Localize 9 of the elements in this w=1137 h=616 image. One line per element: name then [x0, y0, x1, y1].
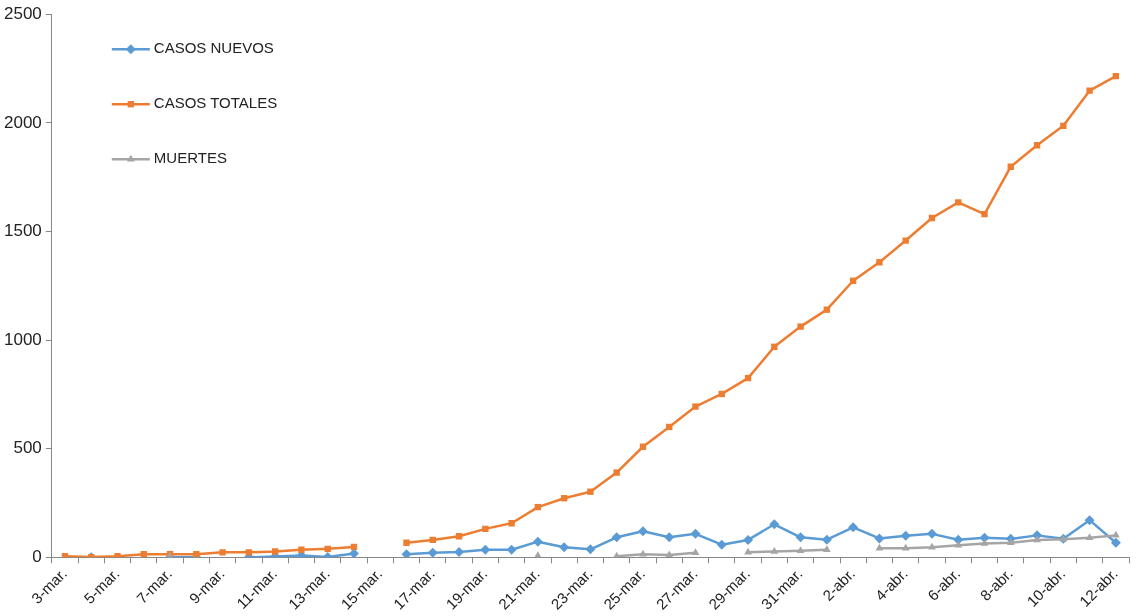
- y-tick-label: 2500: [3, 3, 42, 23]
- legend-label: CASOS NUEVOS: [153, 39, 274, 57]
- y-tick-label: 2000: [3, 112, 42, 132]
- y-tick-label: 0: [32, 547, 42, 566]
- y-tick-label: 1000: [3, 329, 42, 349]
- legend-label: CASOS TOTALES: [153, 94, 278, 112]
- y-tick-label: 500: [13, 438, 42, 458]
- legend-label: MUERTES: [153, 149, 227, 167]
- y-tick-label: 1500: [3, 221, 42, 241]
